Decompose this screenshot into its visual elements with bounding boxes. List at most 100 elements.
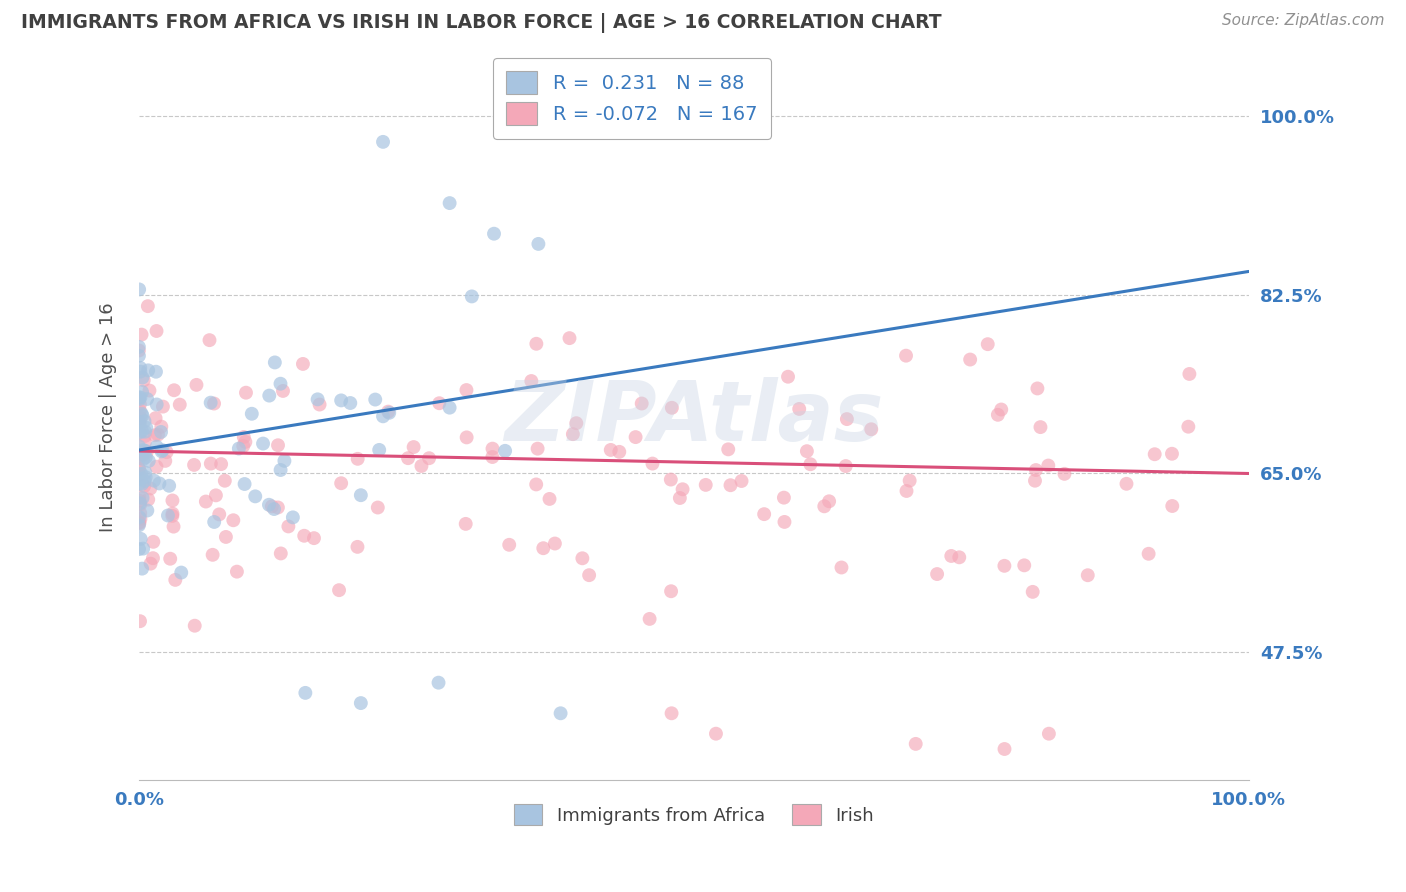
Point [368, 442, 391, 457]
Point [561, 427, 583, 442]
Point [695, 478, 717, 492]
Point [659, 584, 682, 599]
Point [132, 443, 155, 458]
Point [128, 392, 150, 407]
Point [520, 374, 543, 388]
Point [990, 402, 1012, 417]
Point [418, 451, 440, 466]
Text: Source: ZipAtlas.com: Source: ZipAtlas.com [1222, 13, 1385, 29]
Point [271, 384, 294, 398]
Point [427, 675, 450, 690]
Point [704, 727, 727, 741]
Point [307, 392, 329, 407]
Point [129, 614, 152, 628]
Point [1038, 458, 1060, 473]
Point [209, 457, 232, 471]
Point [624, 430, 647, 444]
Point [263, 502, 285, 516]
Point [128, 518, 150, 533]
Point [129, 512, 152, 526]
Point [461, 289, 484, 303]
Point [267, 500, 290, 515]
Point [402, 440, 425, 454]
Point [263, 355, 285, 369]
Point [165, 573, 187, 587]
Point [896, 483, 918, 498]
Legend: Immigrants from Africa, Irish: Immigrants from Africa, Irish [503, 793, 884, 836]
Point [959, 352, 981, 367]
Point [150, 425, 173, 439]
Point [152, 400, 174, 414]
Point [136, 299, 159, 313]
Point [134, 479, 156, 493]
Point [129, 472, 152, 486]
Point [669, 491, 692, 505]
Point [524, 477, 547, 491]
Point [427, 396, 450, 410]
Point [233, 477, 256, 491]
Point [131, 407, 153, 421]
Point [277, 519, 299, 533]
Point [143, 428, 166, 442]
Point [139, 557, 162, 571]
Point [183, 458, 205, 472]
Point [128, 449, 150, 463]
Point [498, 538, 520, 552]
Point [128, 282, 150, 296]
Point [364, 392, 387, 407]
Point [128, 415, 150, 429]
Point [927, 567, 949, 582]
Point [134, 425, 156, 439]
Point [145, 459, 167, 474]
Point [128, 510, 150, 524]
Point [200, 457, 222, 471]
Point [638, 612, 661, 626]
Point [378, 406, 401, 420]
Point [454, 516, 477, 531]
Point [269, 376, 291, 391]
Text: IMMIGRANTS FROM AFRICA VS IRISH IN LABOR FORCE | AGE > 16 CORRELATION CHART: IMMIGRANTS FROM AFRICA VS IRISH IN LABOR… [21, 13, 942, 33]
Point [267, 438, 290, 452]
Point [134, 429, 156, 443]
Point [128, 461, 150, 475]
Point [129, 397, 152, 411]
Point [128, 440, 150, 454]
Point [202, 396, 225, 410]
Point [1137, 547, 1160, 561]
Point [411, 458, 433, 473]
Point [205, 488, 228, 502]
Point [202, 515, 225, 529]
Point [162, 519, 184, 533]
Point [730, 474, 752, 488]
Point [565, 416, 588, 430]
Point [456, 430, 478, 444]
Point [308, 398, 330, 412]
Point [128, 462, 150, 476]
Point [145, 397, 167, 411]
Point [1021, 585, 1043, 599]
Point [162, 493, 184, 508]
Point [136, 392, 159, 406]
Point [346, 540, 368, 554]
Point [346, 451, 368, 466]
Point [671, 483, 693, 497]
Point [136, 363, 159, 377]
Point [1024, 474, 1046, 488]
Point [796, 444, 818, 458]
Point [550, 706, 572, 721]
Point [142, 474, 165, 488]
Point [659, 473, 682, 487]
Point [135, 445, 157, 459]
Point [294, 686, 316, 700]
Point [145, 324, 167, 338]
Point [139, 482, 162, 496]
Point [273, 454, 295, 468]
Point [526, 442, 548, 456]
Point [720, 478, 742, 492]
Point [1012, 558, 1035, 573]
Point [799, 457, 821, 471]
Point [232, 439, 254, 453]
Point [993, 558, 1015, 573]
Point [599, 442, 621, 457]
Point [169, 398, 191, 412]
